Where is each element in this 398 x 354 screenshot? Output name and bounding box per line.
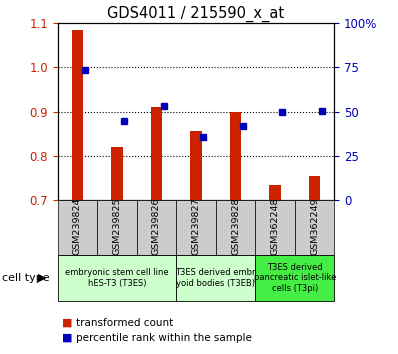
Bar (150, 107, 162, 200)
Bar (190, 131, 202, 200)
Bar (269, 184, 281, 200)
Bar (255, 255, 334, 301)
Text: ▶: ▶ (38, 273, 47, 283)
Text: transformed count: transformed count (76, 318, 173, 328)
Text: ■: ■ (62, 333, 72, 343)
Bar (97, 200, 137, 255)
Bar (295, 200, 334, 255)
Bar (111, 147, 123, 200)
Title: GDS4011 / 215590_x_at: GDS4011 / 215590_x_at (107, 5, 285, 22)
Text: GSM239828: GSM239828 (231, 198, 240, 255)
Bar (255, 200, 295, 255)
Text: T3ES derived embr
yoid bodies (T3EB): T3ES derived embr yoid bodies (T3EB) (176, 268, 256, 287)
Text: GSM239827: GSM239827 (191, 198, 201, 255)
Text: embryonic stem cell line
hES-T3 (T3ES): embryonic stem cell line hES-T3 (T3ES) (65, 268, 169, 287)
Text: GSM239825: GSM239825 (113, 198, 121, 255)
Bar (176, 200, 216, 255)
Text: percentile rank within the sample: percentile rank within the sample (76, 333, 252, 343)
Bar (72, 30, 84, 200)
Bar (137, 200, 176, 255)
Text: cell type: cell type (2, 273, 50, 283)
Text: GSM239824: GSM239824 (73, 198, 82, 255)
Text: ■: ■ (62, 318, 72, 328)
Bar (58, 200, 97, 255)
Text: T3ES derived
pancreatic islet-like
cells (T3pi): T3ES derived pancreatic islet-like cells… (254, 263, 336, 293)
Bar (216, 200, 255, 255)
Text: GSM362249: GSM362249 (310, 198, 319, 255)
Bar (58, 255, 176, 301)
Bar (230, 112, 242, 200)
Bar (176, 255, 255, 301)
Text: GSM239826: GSM239826 (152, 198, 161, 255)
Bar (308, 176, 320, 200)
Text: GSM362248: GSM362248 (271, 198, 279, 255)
